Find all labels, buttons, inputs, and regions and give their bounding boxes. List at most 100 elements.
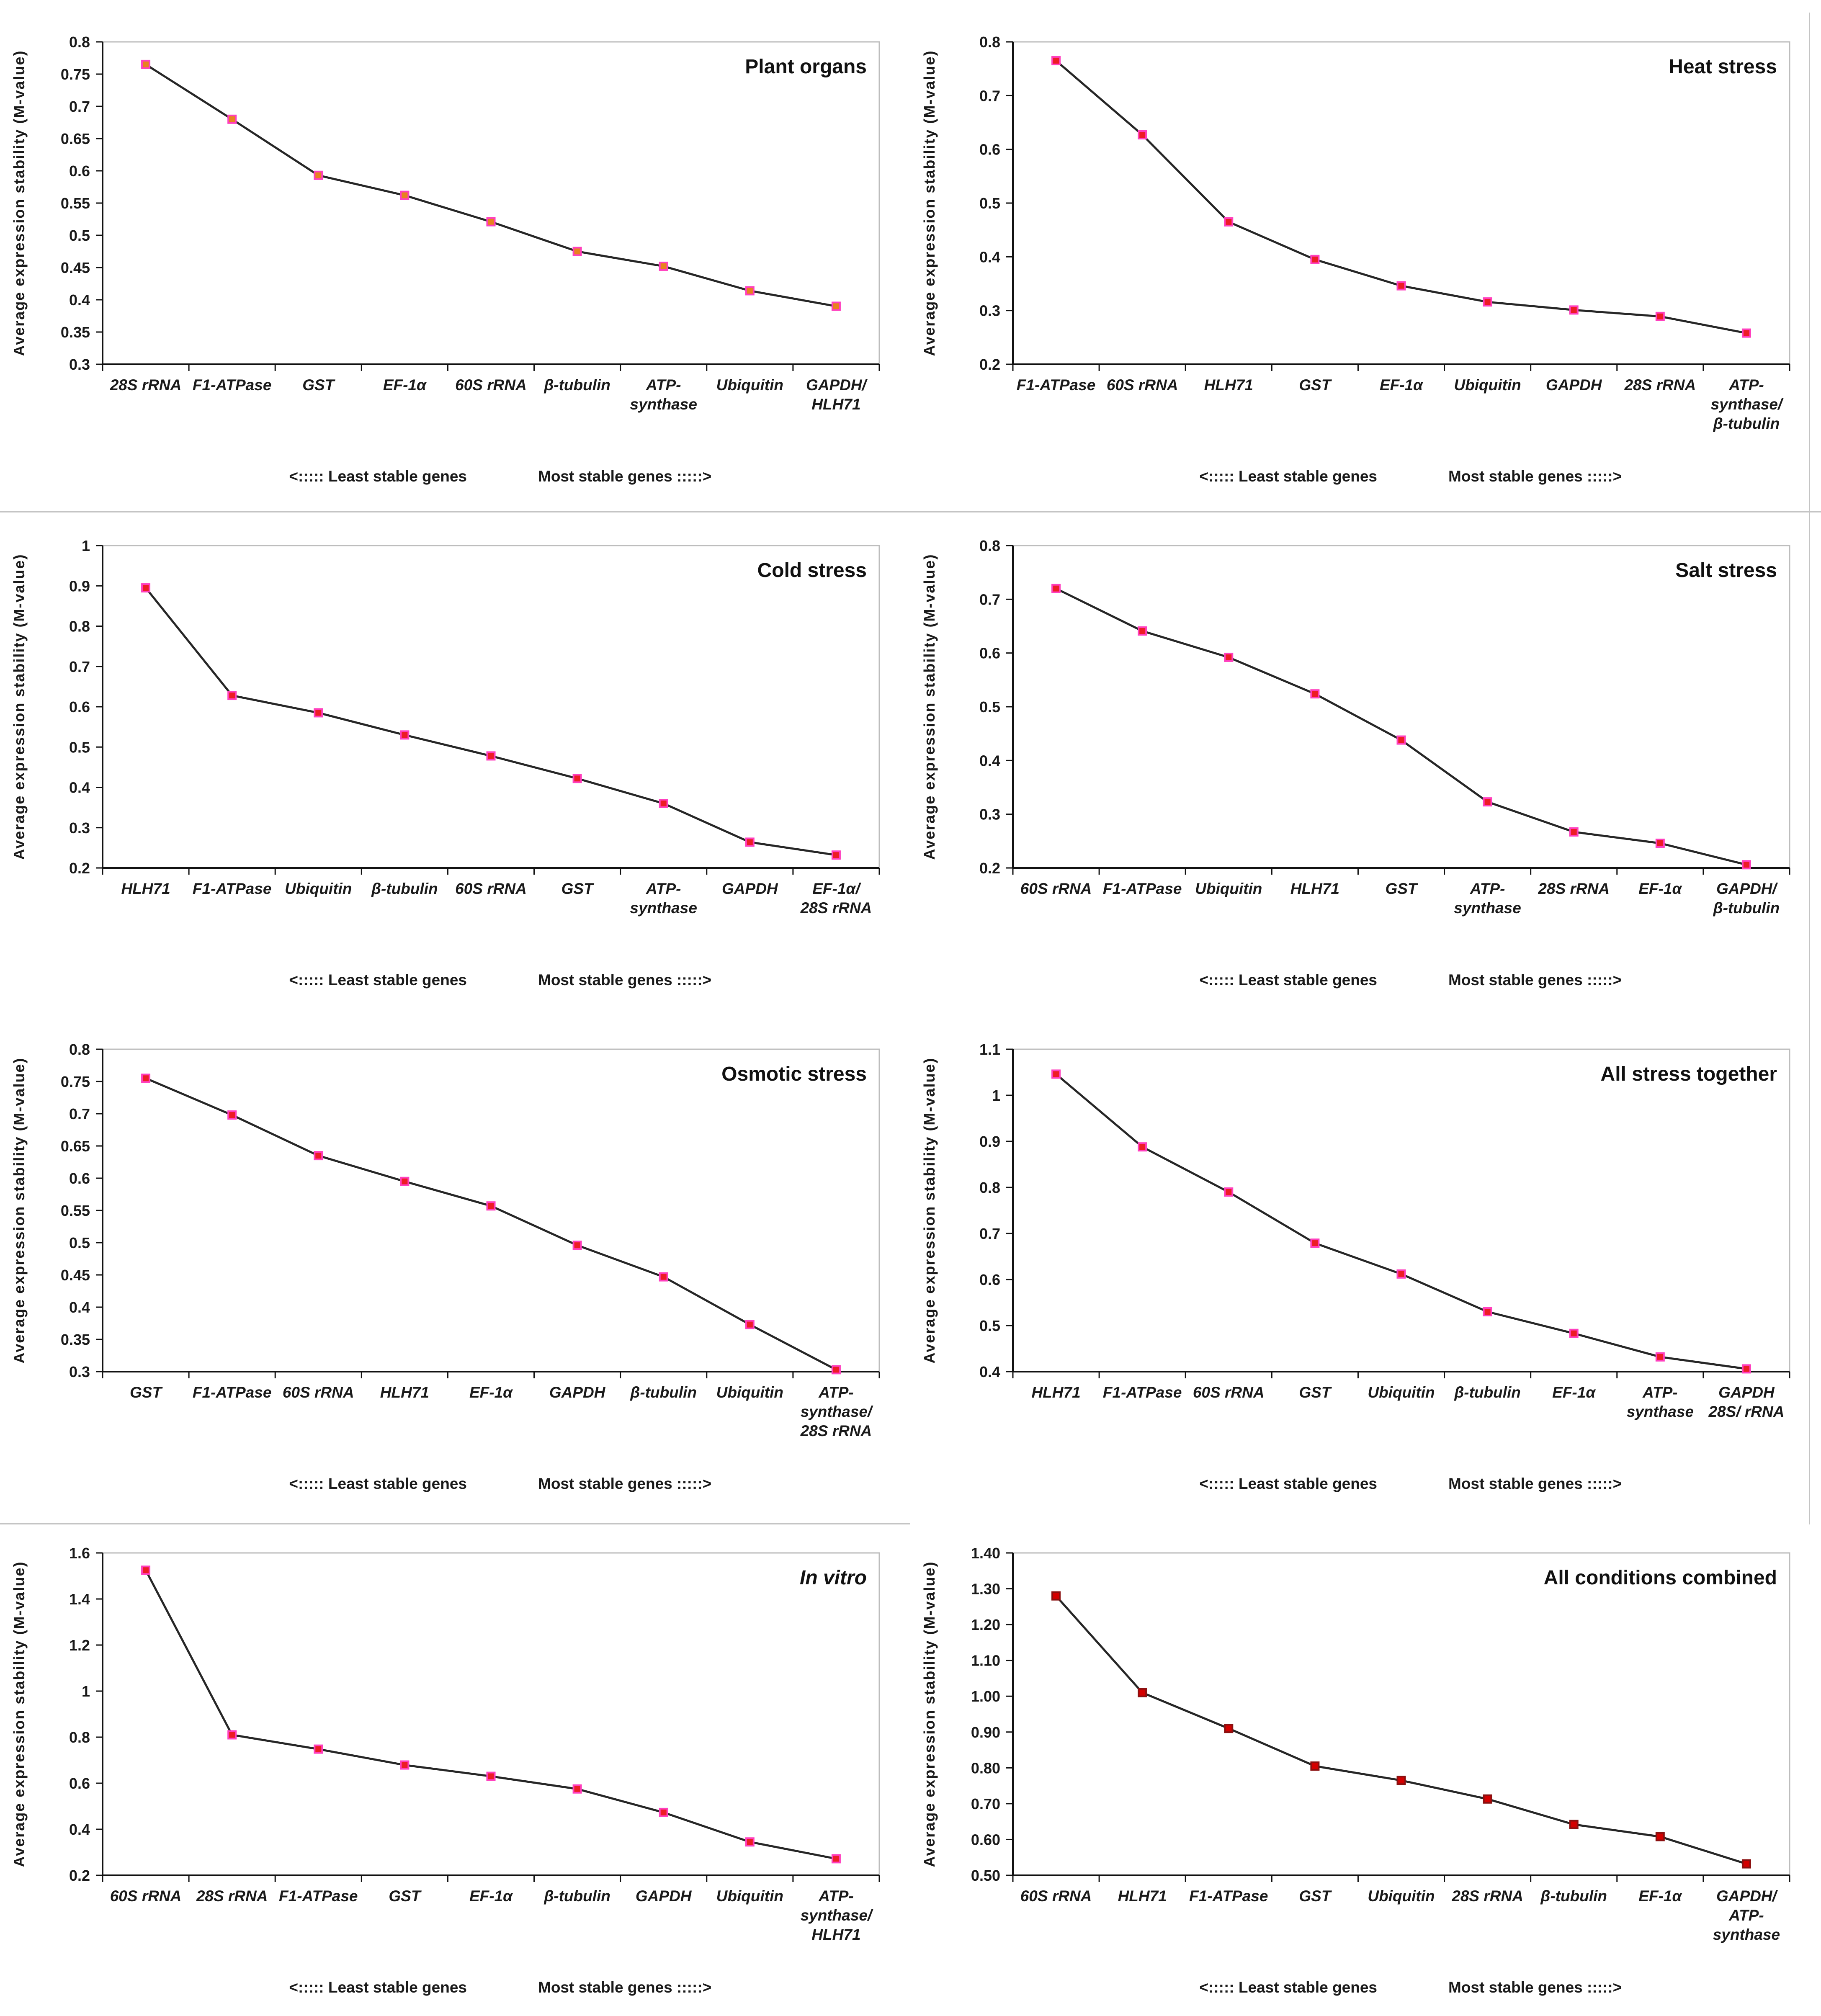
- x-category-label: Ubiquitin: [1368, 1887, 1435, 1905]
- series-line: [1055, 587, 1747, 866]
- data-point-marker: [1741, 860, 1751, 870]
- data-point-marker: [1396, 735, 1406, 745]
- footer-least-stable: <::::: Least stable genes: [1199, 1979, 1377, 1996]
- x-category-label: 60S rRNA: [455, 880, 527, 897]
- y-axis-tick-label: 0.6: [69, 698, 90, 716]
- y-axis-tick-label: 0.4: [69, 1821, 90, 1838]
- plot-border: [102, 1552, 880, 1876]
- x-category-label: ATP-synthase: [630, 376, 697, 413]
- x-category-label: GAPDH/HLH71: [806, 376, 868, 413]
- x-category-label: EF-1α: [383, 376, 427, 394]
- data-point-marker: [1224, 1187, 1234, 1197]
- x-category-label: β-tubulin: [543, 376, 610, 394]
- y-axis-tick-label: 0.75: [61, 66, 90, 83]
- x-category-label: HLH71: [1031, 1384, 1080, 1401]
- data-point-marker: [1138, 130, 1147, 140]
- y-axis-tick-label: 0.90: [971, 1724, 1000, 1741]
- data-point-marker: [1051, 1591, 1061, 1601]
- y-axis-tick-label: 1.1: [979, 1041, 1000, 1058]
- x-category-label: HLH71: [1118, 1887, 1167, 1905]
- footer-least-stable: <::::: Least stable genes: [289, 1979, 467, 1996]
- data-point-marker: [1396, 281, 1406, 291]
- data-point-marker: [659, 261, 668, 271]
- y-axis-tick-label: 0.55: [61, 1202, 90, 1219]
- data-point-marker: [659, 799, 668, 808]
- chart-title: Heat stress: [1669, 56, 1777, 78]
- data-point-marker: [141, 1074, 151, 1083]
- x-category-label: 60S rRNA: [283, 1384, 354, 1401]
- x-category-label: Ubiquitin: [1454, 376, 1521, 394]
- y-axis-tick-label: 1.10: [971, 1652, 1000, 1669]
- series-line: [144, 1570, 837, 1860]
- chart-svg: 0.50 0.60 0.70 0.80 0.90 1.00 1.10 1.20 1.30 1.40…: [921, 1545, 1790, 1996]
- chart-svg: 0.3 0.35 0.4 0.45 0.5 0.55 0.6 0.65 0.7 0.75 0.8 Os…: [10, 1041, 880, 1492]
- x-category-label: HLH71: [1290, 880, 1339, 897]
- chart-title: Osmotic stress: [721, 1063, 867, 1085]
- y-axis-tick-label: 0.8: [69, 1041, 90, 1058]
- x-category-label: EF-1α: [1380, 376, 1424, 394]
- data-point-marker: [141, 59, 151, 69]
- chart-svg: 0.2 0.4 0.6 0.8 1 1.2 1.4 1.6 In vitro Average ex…: [10, 1545, 880, 1996]
- data-point-marker: [1310, 689, 1320, 699]
- y-axis-title: Average expression stability (M-value): [10, 50, 28, 356]
- x-category-label: GAPDH: [549, 1384, 606, 1401]
- x-category-label: 28S rRNA: [110, 376, 182, 394]
- x-category-label: 28S rRNA: [1538, 880, 1610, 897]
- footer-least-stable: <::::: Least stable genes: [289, 1475, 467, 1492]
- x-category-label: Ubiquitin: [1368, 1384, 1435, 1401]
- y-axis-title: Average expression stability (M-value): [921, 50, 938, 356]
- y-axis-tick-label: 0.8: [979, 33, 1000, 51]
- data-point-marker: [400, 191, 410, 200]
- y-axis-tick-label: 0.4: [69, 779, 90, 796]
- y-axis-tick-label: 0.4: [69, 291, 90, 309]
- y-axis-tick-label: 0.75: [61, 1073, 90, 1090]
- x-category-label: HLH71: [1204, 376, 1253, 394]
- y-axis-tick-label: 0.8: [979, 1179, 1000, 1196]
- x-category-label: GST: [302, 376, 335, 394]
- y-axis-title: Average expression stability (M-value): [921, 1561, 938, 1867]
- footer-least-stable: <::::: Least stable genes: [1199, 1475, 1377, 1492]
- data-point-marker: [314, 1744, 323, 1754]
- data-point-marker: [745, 1320, 755, 1329]
- y-axis-title: Average expression stability (M-value): [10, 1058, 28, 1364]
- row-divider-1: [0, 511, 1821, 512]
- x-category-label: F1-ATPase: [1189, 1887, 1268, 1905]
- y-axis-title: Average expression stability (M-value): [10, 554, 28, 860]
- x-category-label: Ubiquitin: [716, 1384, 783, 1401]
- data-point-marker: [227, 114, 237, 124]
- data-point-marker: [400, 1177, 410, 1186]
- y-axis-tick-label: 0.55: [61, 195, 90, 212]
- series-line: [145, 587, 837, 856]
- x-category-label: Ubiquitin: [285, 880, 352, 897]
- chart-cell-heat-stress: 0.2 0.3 0.4 0.5 0.6 0.7 0.8 Heat stress Average …: [910, 0, 1821, 504]
- series-line: [1055, 1595, 1747, 1865]
- y-axis-title: Average expression stability (M-value): [10, 1561, 28, 1867]
- x-category-label: GAPDH: [1546, 376, 1602, 394]
- data-point-marker: [659, 1807, 668, 1817]
- plot-border: [1012, 41, 1790, 365]
- data-point-marker: [314, 170, 323, 180]
- data-point-marker: [314, 1151, 323, 1161]
- chart-cell-in-vitro: 0.2 0.4 0.6 0.8 1 1.2 1.4 1.6 In vitro Average ex…: [0, 1511, 910, 2015]
- x-category-label: EF-1α: [1638, 880, 1682, 897]
- data-point-marker: [1138, 1688, 1147, 1697]
- x-category-label: GST: [1299, 376, 1332, 394]
- x-category-label: HLH71: [121, 880, 170, 897]
- y-axis-tick-label: 0.8: [69, 1729, 90, 1746]
- chart-title: Cold stress: [757, 559, 867, 582]
- x-category-label: β-tubulin: [371, 880, 438, 897]
- series-line: [145, 1077, 837, 1371]
- y-axis-tick-label: 0.4: [979, 248, 1000, 265]
- data-point-marker: [486, 1771, 496, 1781]
- y-axis-tick-label: 1.40: [971, 1545, 1000, 1562]
- data-point-marker: [1483, 1307, 1492, 1316]
- y-axis-title: Average expression stability (M-value): [921, 1058, 938, 1364]
- y-axis-title: Average expression stability (M-value): [921, 554, 938, 860]
- data-point-marker: [486, 1201, 496, 1211]
- x-category-label: ATP-synthase/28S rRNA: [800, 1384, 873, 1439]
- data-point-marker: [1483, 1794, 1492, 1804]
- data-point-marker: [227, 1730, 237, 1740]
- y-axis-tick-label: 0.4: [69, 1299, 90, 1316]
- data-point-marker: [659, 1272, 668, 1282]
- x-category-label: F1-ATPase: [279, 1887, 358, 1905]
